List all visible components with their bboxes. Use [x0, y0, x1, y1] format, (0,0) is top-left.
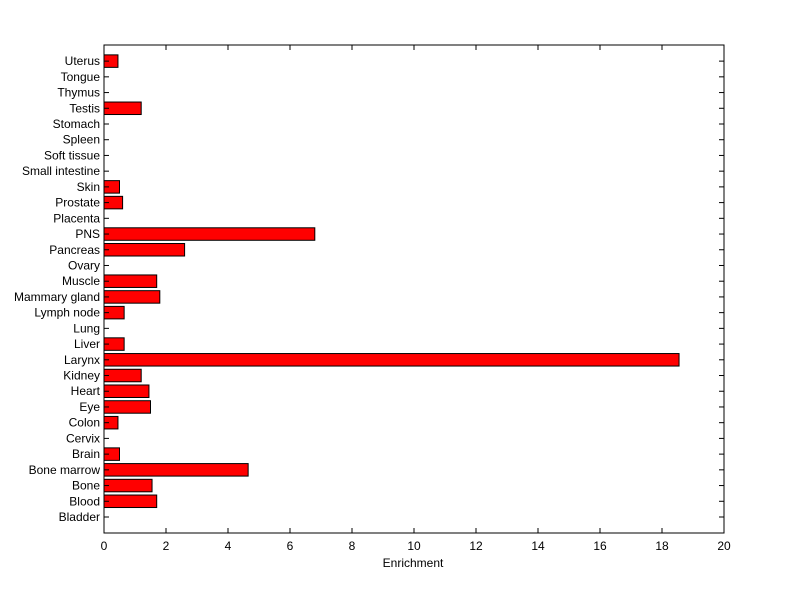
- y-tick-label: Prostate: [55, 196, 100, 210]
- y-tick-label: Soft tissue: [44, 148, 100, 162]
- bar-testis: [103, 101, 142, 116]
- x-tick-label: 4: [225, 539, 232, 553]
- y-tick-label: Uterus: [65, 54, 100, 68]
- y-tick-label: Skin: [77, 180, 100, 194]
- y-tick-label: Blood: [69, 494, 100, 508]
- x-tick-label: 0: [101, 539, 108, 553]
- y-tick-label: Heart: [71, 384, 101, 398]
- y-tick-label: Thymus: [57, 86, 100, 100]
- bar-bone-marrow: [103, 463, 249, 477]
- y-tick-label: Bladder: [59, 510, 100, 524]
- bar-pancreas: [103, 243, 186, 257]
- x-tick-label: 18: [655, 539, 669, 553]
- x-tick-label: 20: [717, 539, 731, 553]
- bar-blood: [103, 494, 158, 509]
- bar-larynx: [103, 353, 680, 367]
- y-tick-label: Brain: [72, 447, 100, 461]
- y-tick-label: Lymph node: [34, 306, 100, 320]
- y-tick-label: Tongue: [61, 70, 101, 84]
- y-tick-label: Mammary gland: [14, 290, 100, 304]
- y-tick-label: Liver: [74, 337, 100, 351]
- y-tick-label: Pancreas: [49, 243, 100, 257]
- y-tick-label: PNS: [75, 227, 100, 241]
- plot-frame: [103, 44, 725, 534]
- y-tick-label: Bone: [72, 479, 100, 493]
- x-tick-label: 2: [163, 539, 170, 553]
- y-tick-label: Placenta: [53, 211, 100, 225]
- x-tick-label: 8: [349, 539, 356, 553]
- y-tick-label: Kidney: [63, 369, 100, 383]
- y-tick-label: Stomach: [53, 117, 100, 131]
- y-tick-label: Bone marrow: [29, 463, 101, 477]
- y-tick-label: Spleen: [63, 133, 100, 147]
- x-tick-label: 10: [407, 539, 421, 553]
- y-tick-label: Testis: [69, 101, 100, 115]
- x-tick-label: 14: [531, 539, 545, 553]
- y-tick-label: Larynx: [64, 353, 100, 367]
- bar-kidney: [103, 368, 142, 383]
- bar-bone: [103, 478, 153, 493]
- y-tick-label: Muscle: [62, 274, 100, 288]
- x-tick-label: 12: [469, 539, 483, 553]
- x-tick-label: 6: [287, 539, 294, 553]
- y-tick-label: Colon: [69, 416, 100, 430]
- bar-eye: [103, 400, 151, 414]
- bar-heart: [103, 384, 150, 398]
- plot-area: [104, 45, 724, 533]
- bar-pns: [103, 227, 316, 241]
- y-tick-label: Cervix: [66, 431, 100, 445]
- y-tick-label: Ovary: [68, 258, 100, 272]
- bar-muscle: [103, 274, 158, 288]
- y-tick-label: Eye: [79, 400, 100, 414]
- y-tick-label: Small intestine: [22, 164, 100, 178]
- y-tick-label: Lung: [73, 321, 100, 335]
- x-axis-title: Enrichment: [383, 556, 444, 570]
- bar-mammary-gland: [103, 290, 161, 304]
- x-tick-labels: 0 2 4 6 8 10 12 14 16 18 20: [101, 539, 731, 553]
- x-tick-label: 16: [593, 539, 607, 553]
